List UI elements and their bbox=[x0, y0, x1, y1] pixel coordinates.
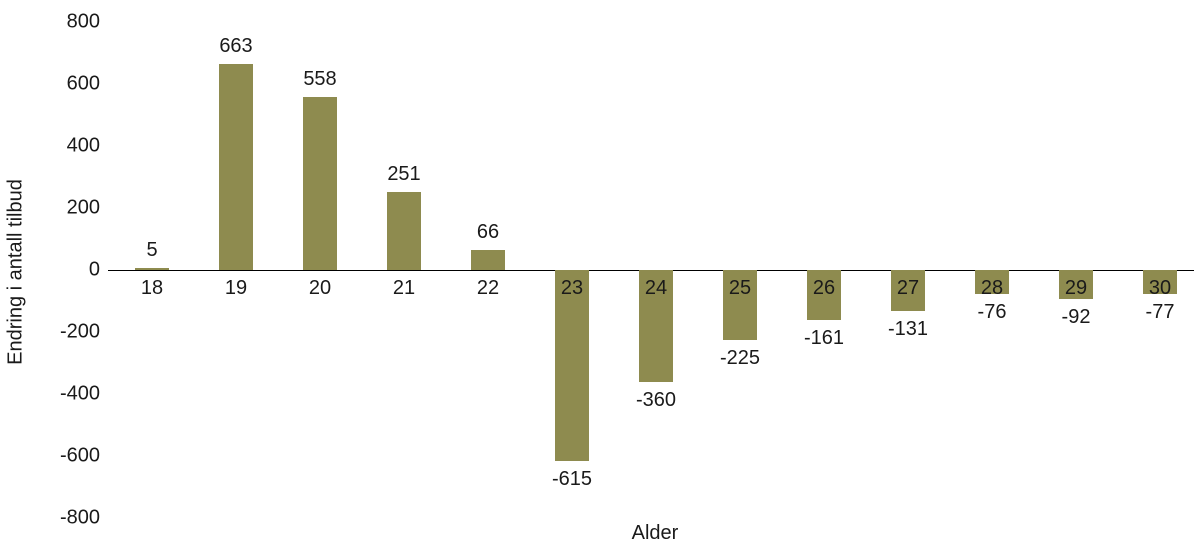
x-tick-label: 19 bbox=[224, 277, 248, 299]
bar bbox=[975, 270, 1009, 294]
x-tick-label: 28 bbox=[980, 277, 1004, 299]
bar-value-label: 66 bbox=[476, 220, 500, 243]
bar-value-label: -161 bbox=[803, 326, 845, 349]
x-tick-label: 29 bbox=[1064, 277, 1088, 299]
bar bbox=[1059, 270, 1093, 299]
y-tick-label: 800 bbox=[66, 10, 100, 33]
bar-value-label: -76 bbox=[977, 300, 1007, 323]
y-tick-label: -600 bbox=[59, 444, 100, 467]
x-tick-label: 26 bbox=[812, 277, 836, 299]
x-tick-label: 23 bbox=[560, 277, 584, 299]
x-tick-label: 22 bbox=[476, 277, 500, 299]
y-tick-label: 400 bbox=[66, 134, 100, 157]
bar bbox=[807, 270, 841, 320]
bar-value-label: -225 bbox=[719, 346, 761, 369]
bar bbox=[891, 270, 925, 311]
y-tick-label: -800 bbox=[59, 506, 100, 529]
bar bbox=[723, 270, 757, 340]
x-tick-label: 27 bbox=[896, 277, 920, 299]
x-tick-label: 30 bbox=[1148, 277, 1172, 299]
bar bbox=[555, 270, 589, 461]
x-tick-label: 25 bbox=[728, 277, 752, 299]
y-tick-label: 0 bbox=[88, 258, 100, 281]
x-axis-title: Alder bbox=[631, 522, 679, 544]
bar-value-label: 5 bbox=[146, 239, 158, 262]
bar bbox=[219, 64, 253, 270]
bar-value-label: 251 bbox=[387, 163, 421, 186]
bar-value-label: -131 bbox=[887, 317, 929, 340]
x-tick-label: 24 bbox=[644, 277, 668, 299]
bar-value-label: 558 bbox=[303, 68, 337, 91]
bar bbox=[135, 268, 169, 270]
y-tick-label: 600 bbox=[66, 72, 100, 95]
y-tick-label: -400 bbox=[59, 382, 100, 405]
bar bbox=[1143, 270, 1177, 294]
bar-value-label: -92 bbox=[1061, 305, 1091, 328]
bar bbox=[471, 249, 505, 270]
y-axis-title: Endring i antall tilbud bbox=[4, 179, 27, 365]
bar-value-label: -360 bbox=[635, 388, 677, 411]
bar bbox=[387, 192, 421, 270]
bar bbox=[639, 270, 673, 382]
bar-value-label: -77 bbox=[1145, 300, 1175, 323]
bar bbox=[303, 97, 337, 270]
y-tick-label: -200 bbox=[59, 320, 100, 343]
y-tick-label: 200 bbox=[66, 196, 100, 219]
bar-value-label: -615 bbox=[551, 467, 593, 490]
x-tick-label: 21 bbox=[392, 277, 416, 299]
bar-value-label: 663 bbox=[219, 35, 253, 58]
x-tick-label: 18 bbox=[140, 277, 164, 299]
x-tick-label: 20 bbox=[308, 277, 332, 299]
